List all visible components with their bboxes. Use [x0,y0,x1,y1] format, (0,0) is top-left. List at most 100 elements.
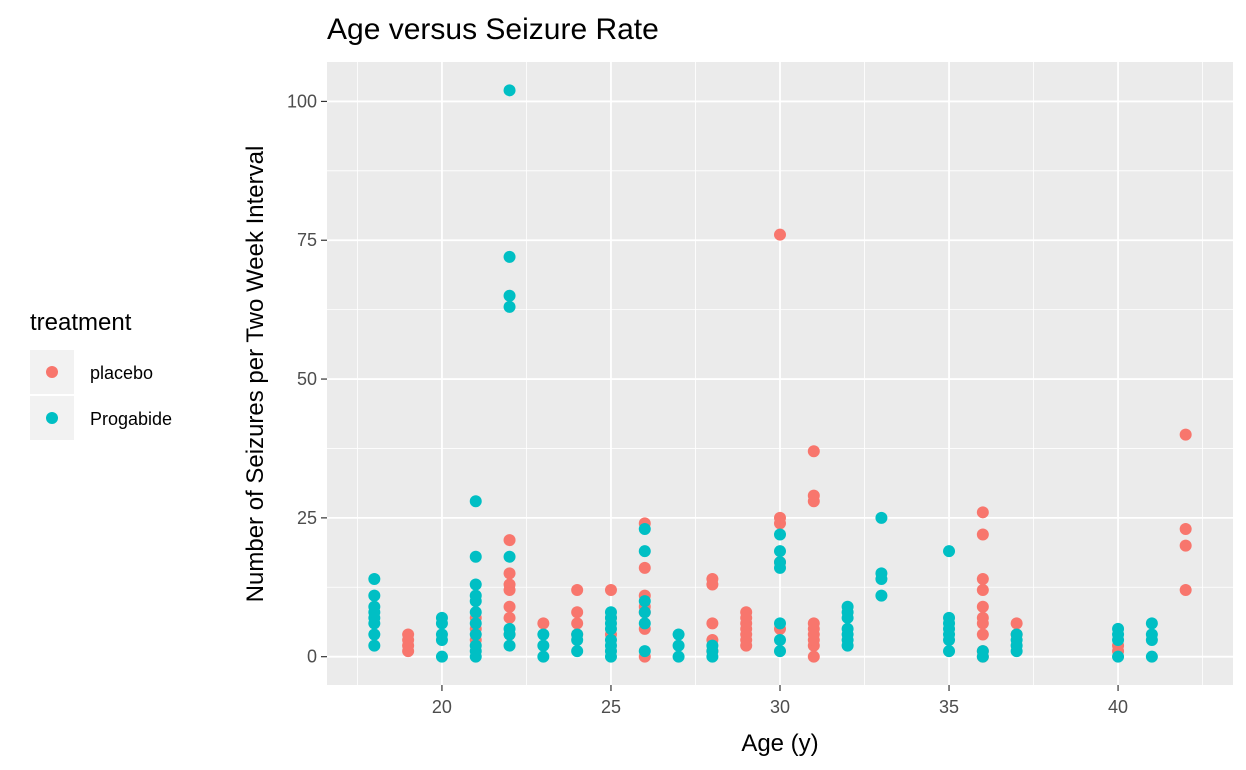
legend-key-placebo [46,366,58,378]
point-progabide [774,556,786,569]
point-progabide [537,628,550,641]
point-progabide [875,589,888,602]
point-placebo [1179,522,1192,535]
point-placebo [503,534,516,547]
point-progabide [638,606,651,619]
point-placebo [1179,428,1192,441]
point-progabide [1145,617,1158,630]
x-axis-title: Age (y) [741,730,818,757]
point-placebo [571,606,584,619]
chart-title: Age versus Seizure Rate [327,13,659,46]
point-progabide [774,528,786,541]
point-progabide [503,250,516,263]
point-progabide [1010,628,1023,641]
point-progabide [469,628,482,641]
point-progabide [368,600,381,613]
point-progabide [368,589,381,602]
legend: treatment placebo Progabide [30,309,172,440]
point-progabide [638,545,651,558]
point-placebo [604,584,617,597]
point-placebo [807,650,820,663]
point-progabide [503,84,516,97]
point-progabide [774,545,786,558]
grid-lines [327,62,1233,685]
point-progabide [368,572,381,585]
point-placebo [1179,584,1192,597]
point-progabide [469,578,482,591]
point-progabide [469,617,482,630]
point-progabide [435,628,448,641]
point-progabide [503,289,516,302]
legend-entry-progabide: Progabide [30,396,172,440]
x-tick-label: 30 [770,697,790,717]
point-progabide [469,550,482,563]
point-progabide [503,550,516,563]
point-placebo [740,606,753,619]
point-progabide [1145,650,1158,663]
point-placebo [807,445,820,458]
point-progabide [672,650,685,663]
point-placebo [706,572,719,585]
point-progabide [841,600,854,613]
point-progabide [774,645,786,658]
point-progabide [943,645,956,658]
point-progabide [841,622,854,635]
point-placebo [976,628,989,641]
point-progabide [1145,628,1158,641]
y-tick-label: 100 [287,91,317,111]
point-placebo [638,561,651,574]
point-progabide [469,606,482,619]
point-placebo [1179,539,1192,552]
point-progabide [672,639,685,652]
point-progabide [368,628,381,641]
point-placebo [976,572,989,585]
point-progabide [638,595,651,608]
point-progabide [943,611,956,624]
point-progabide [638,617,651,630]
point-progabide [875,567,888,580]
point-progabide [875,511,888,524]
point-placebo [571,584,584,597]
point-placebo [503,578,516,591]
point-progabide [469,589,482,602]
point-progabide [537,639,550,652]
point-progabide [503,622,516,635]
point-progabide [706,639,719,652]
y-tick-label: 25 [297,508,317,528]
point-progabide [943,545,956,558]
point-progabide [368,639,381,652]
point-placebo [402,628,415,641]
point-progabide [604,606,617,619]
point-placebo [807,617,820,630]
data-points [368,84,1192,663]
point-progabide [1112,622,1125,635]
point-placebo [503,567,516,580]
point-progabide [571,645,584,658]
point-progabide [571,628,584,641]
point-progabide [503,639,516,652]
point-progabide [604,634,617,647]
point-placebo [503,611,516,624]
point-progabide [503,300,516,313]
point-placebo [976,584,989,597]
point-placebo [976,600,989,613]
point-placebo [976,611,989,624]
point-progabide [469,639,482,652]
x-tick-label: 40 [1108,697,1128,717]
point-progabide [537,650,550,663]
legend-label-progabide: Progabide [90,409,172,429]
x-tick-label: 35 [939,697,959,717]
point-placebo [774,511,786,524]
point-placebo [571,617,584,630]
point-progabide [638,522,651,535]
axes: 20 25 30 35 40 0 25 50 75 100 [287,91,1128,717]
legend-title: treatment [30,309,132,336]
y-axis-title: Number of Seizures per Two Week Interval [242,146,269,603]
point-placebo [503,600,516,613]
point-placebo [537,617,550,630]
point-progabide [469,495,482,508]
y-tick-label: 50 [297,369,317,389]
y-tick-label: 0 [307,647,317,667]
point-placebo [1010,617,1023,630]
x-tick-label: 20 [432,697,452,717]
